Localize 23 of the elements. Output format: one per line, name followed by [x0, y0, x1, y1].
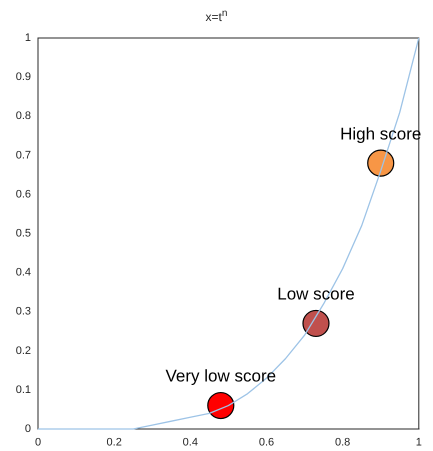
y-tick-label: 1	[24, 32, 31, 44]
x-tick-label: 0.8	[334, 436, 350, 449]
chart-title: x=t$^{n}$	[204, 8, 228, 24]
x-tick-label: 0.2	[106, 436, 122, 449]
annotation: Very low score	[166, 366, 276, 386]
annotation: Low score	[277, 284, 355, 304]
y-tick-label: 0.6	[16, 188, 31, 200]
y-tick-label: 0.3	[16, 306, 31, 318]
y-tick-label: 0.8	[16, 110, 31, 122]
x-tick-label: 0.4	[182, 436, 198, 449]
y-tick-label: 0	[24, 423, 31, 436]
y-tick-label: 0.2	[16, 344, 31, 357]
y-tick-label: 0.7	[16, 149, 31, 162]
point	[302, 310, 330, 338]
y-tick-label: 0.1	[16, 384, 31, 396]
y-tick-label: 0.5	[16, 228, 31, 240]
x-tick-label: 0.6	[258, 436, 274, 449]
y-tick-label: 0.9	[16, 71, 31, 84]
point	[367, 150, 394, 177]
x-tick-label: 1	[416, 436, 422, 449]
point	[207, 392, 234, 420]
x-tick-label: 0	[34, 436, 42, 449]
y-tick-label: 0.4	[16, 266, 31, 279]
